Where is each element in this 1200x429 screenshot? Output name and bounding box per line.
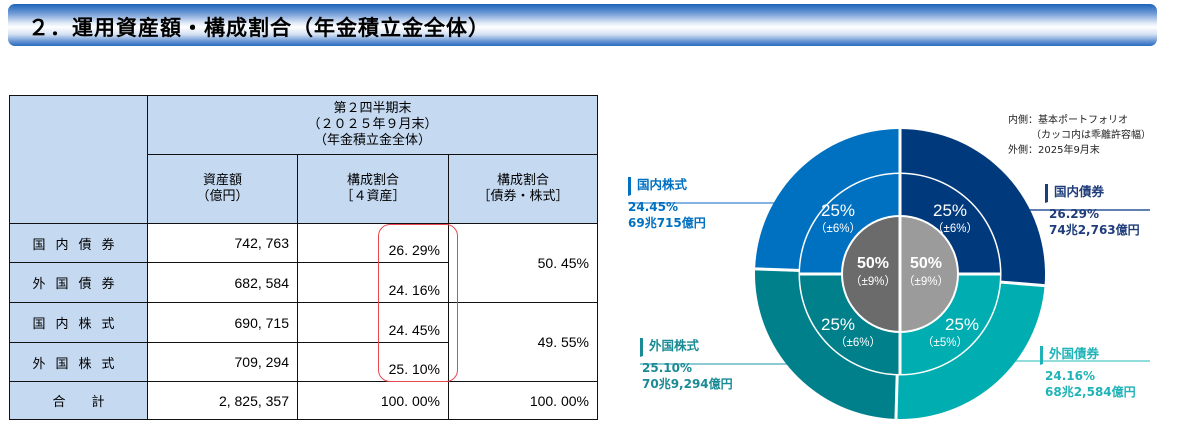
col-amount-line1: 資産額 [202, 173, 242, 188]
total-row: 合 計 2, 825, 357 100. 00% 100. 00% [9, 381, 598, 420]
col-amount-line2: （億円） [196, 189, 249, 204]
col-share4-line2: ［４資産］ [340, 189, 406, 204]
row-label: 外国株式 [9, 342, 148, 382]
share4-cell: 24. 45% [297, 302, 449, 343]
core-label-stocks-band: （±9%） [850, 275, 896, 288]
mid-label-domestic-stocks-pct: 25% [821, 201, 855, 220]
callout-amount: 68兆2,584億円 [1045, 385, 1136, 399]
bonds-share-cell: 50. 45% [448, 223, 598, 303]
section-banner: ２．運用資産額・構成割合（年金積立金全体） [8, 4, 1157, 46]
callout-foreign-stocks: 外国株式 25.10% 70兆9,294億円 [640, 338, 733, 392]
section-title: ２．運用資産額・構成割合（年金積立金全体） [28, 16, 490, 40]
period-line2: （２０２５年９月末） [307, 117, 438, 132]
core-label-bonds-pct: 50% [910, 255, 942, 272]
total-label: 合 計 [9, 381, 148, 420]
asset-allocation-table: 第２四半期末 （２０２５年９月末） （年金積立金全体） 資産額 （億円） 構成割… [9, 95, 598, 420]
callout-pct: 24.16% [1045, 369, 1095, 383]
mid-label-domestic-bonds-band: （±6%） [932, 222, 978, 235]
column-header-share-4assets: 構成割合 ［４資産］ [297, 154, 449, 224]
core-label-bonds-band: （±9%） [903, 275, 949, 288]
mid-label-foreign-stocks-band: （±6%） [835, 336, 881, 349]
mid-label-foreign-bonds-band: （±5%） [922, 336, 968, 349]
core-slice-bonds [900, 217, 957, 331]
period-header: 第２四半期末 （２０２５年９月末） （年金積立金全体） [147, 95, 598, 155]
legend-band-note: （カッコ内は乖離許容幅） [1031, 130, 1151, 141]
share4-cell: 26. 29% [297, 223, 449, 263]
period-line1: 第２四半期末 [333, 101, 412, 116]
callout-pct: 26.29% [1049, 207, 1099, 221]
stocks-share-cell: 49. 55% [448, 302, 598, 382]
col-share4-line1: 構成割合 [346, 173, 399, 188]
callout-name: 外国債券 [1040, 346, 1136, 365]
table-row: 外国株式 709, 294 25. 10% [9, 342, 598, 382]
callout-domestic-bonds: 国内債券 26.29% 74兆2,763億円 [1045, 184, 1140, 238]
callout-foreign-bonds: 外国債券 24.16% 68兆2,584億円 [1040, 346, 1136, 400]
row-label: 国内株式 [9, 302, 148, 343]
amount-cell: 742, 763 [147, 223, 298, 263]
mid-label-domestic-bonds-pct: 25% [933, 201, 967, 220]
callout-domestic-stocks: 国内株式 24.45% 69兆715億円 [628, 177, 706, 231]
callout-pct: 25.10% [642, 361, 692, 375]
amount-cell: 682, 584 [147, 262, 298, 303]
corner-header-cell [9, 95, 148, 224]
table-row: 国内債券 742, 763 26. 29% 50. 45% [9, 223, 598, 303]
column-header-share-bonds-stocks: 構成割合 ［債券・株式］ [448, 154, 598, 224]
callout-name: 国内債券 [1045, 184, 1140, 203]
row-label: 外国債券 [9, 262, 148, 303]
callout-name: 国内株式 [628, 177, 706, 196]
legend-outer: 外側：2025年9月末 [1008, 145, 1100, 156]
allocation-donut-chart: 25% （±6%） 25% （±6%） 25% （±6%） 25% （±5%） … [628, 129, 1150, 419]
amount-cell: 690, 715 [147, 302, 298, 343]
total-amount: 2, 825, 357 [147, 381, 298, 420]
mid-label-foreign-bonds-pct: 25% [945, 315, 979, 334]
chart-legend-note: 内側：基本ポートフォリオ （カッコ内は乖離許容幅） 外側：2025年9月末 [1008, 113, 1151, 158]
callout-name: 外国株式 [640, 338, 733, 357]
table-row: 国内株式 690, 715 24. 45% 49. 55% [9, 302, 598, 382]
core-label-stocks-pct: 50% [857, 255, 889, 272]
callout-amount: 74兆2,763億円 [1049, 223, 1140, 237]
mid-label-domestic-stocks-band: （±6%） [815, 222, 861, 235]
row-label: 国内債券 [9, 223, 148, 263]
share4-cell: 24. 16% [297, 262, 449, 303]
col-share2-line1: 構成割合 [496, 173, 549, 188]
amount-cell: 709, 294 [147, 342, 298, 382]
core-slice-stocks [843, 217, 900, 331]
table-row: 外国債券 682, 584 24. 16% [9, 262, 598, 303]
callout-amount: 69兆715億円 [628, 216, 706, 230]
callout-amount: 70兆9,294億円 [642, 377, 733, 391]
column-header-amount: 資産額 （億円） [147, 154, 298, 224]
callout-pct: 24.45% [628, 200, 678, 214]
col-share2-line2: ［債券・株式］ [477, 189, 569, 204]
period-line3: （年金積立金全体） [313, 133, 431, 148]
legend-inner: 内側：基本ポートフォリオ [1008, 115, 1128, 126]
mid-label-foreign-stocks-pct: 25% [821, 315, 855, 334]
share4-cell: 25. 10% [297, 342, 449, 382]
total-share2: 100. 00% [448, 381, 598, 420]
total-share4: 100. 00% [297, 381, 449, 420]
